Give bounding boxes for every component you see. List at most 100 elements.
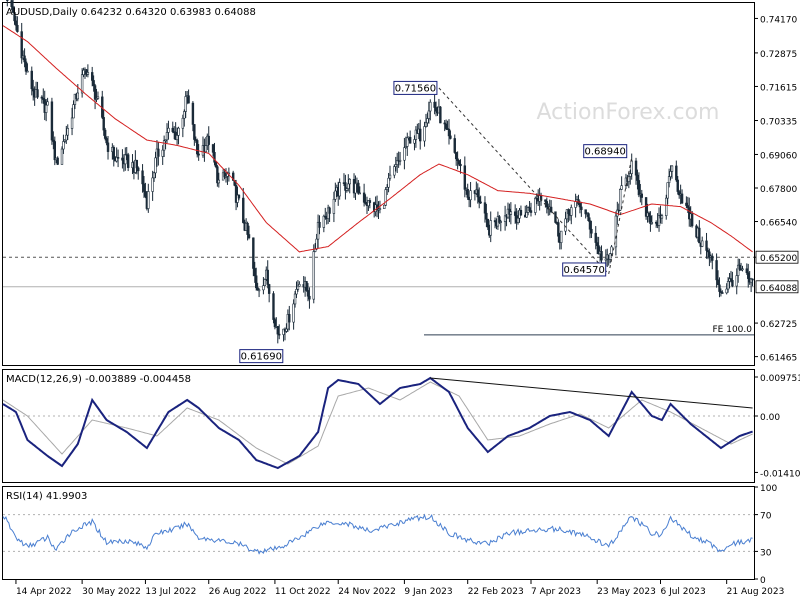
candle-body xyxy=(214,161,218,168)
y-tick-label: 100 xyxy=(760,484,777,494)
candle-body xyxy=(529,210,533,213)
candle xyxy=(719,288,723,297)
candle xyxy=(256,282,259,291)
candle xyxy=(688,197,691,227)
candle-body xyxy=(194,139,197,141)
candle xyxy=(498,215,501,225)
candle xyxy=(670,165,674,179)
y-tick-label: 0 xyxy=(760,576,766,586)
candle xyxy=(528,201,531,213)
candle-body xyxy=(368,200,372,203)
rsi-line xyxy=(2,513,753,555)
candle xyxy=(657,207,661,232)
candle xyxy=(705,232,708,259)
candle xyxy=(237,194,241,201)
candle-body xyxy=(751,278,754,281)
candle xyxy=(610,245,613,257)
price-annotation: 0.68940 xyxy=(583,144,628,159)
candle xyxy=(433,94,436,115)
candle-body xyxy=(236,194,239,203)
candle-body xyxy=(306,290,310,297)
candle-body xyxy=(393,166,396,176)
candle xyxy=(273,317,277,330)
candle xyxy=(424,113,428,128)
candle xyxy=(729,270,733,283)
candle-body xyxy=(318,221,321,228)
candle xyxy=(544,199,547,208)
candle xyxy=(234,179,238,211)
candle-body xyxy=(354,183,357,194)
macd-panel xyxy=(2,369,755,483)
candle xyxy=(751,278,754,287)
candle xyxy=(207,126,210,153)
candle-body xyxy=(427,110,431,119)
candle-body xyxy=(469,190,472,201)
candle-body xyxy=(433,101,436,108)
candle-body xyxy=(347,183,350,189)
candle-body xyxy=(649,216,652,224)
candle xyxy=(316,214,320,249)
candle xyxy=(406,132,409,156)
annotation-box xyxy=(583,144,628,159)
candle-body xyxy=(116,157,120,159)
candle-body xyxy=(105,138,108,144)
candle-body xyxy=(62,141,65,150)
candle-body xyxy=(444,123,448,129)
candle-body xyxy=(677,191,681,196)
candle xyxy=(204,137,208,153)
candle-body xyxy=(273,319,277,328)
candle xyxy=(741,265,744,272)
candle xyxy=(459,159,462,174)
x-tick-label: 26 Aug 2022 xyxy=(209,587,267,597)
candle-body xyxy=(272,293,275,320)
candle xyxy=(408,130,412,144)
candle-body xyxy=(181,117,185,129)
candle xyxy=(449,130,452,140)
candle-body xyxy=(620,185,623,190)
candle-body xyxy=(255,275,258,289)
candle-body xyxy=(246,222,249,235)
candle-body xyxy=(424,122,428,127)
candle xyxy=(257,288,261,298)
candle xyxy=(736,258,740,283)
candle xyxy=(20,22,23,64)
candle xyxy=(731,271,734,288)
candle xyxy=(443,120,446,132)
candle xyxy=(278,324,281,340)
candle xyxy=(30,66,33,96)
candle xyxy=(52,131,55,150)
candle-body xyxy=(252,237,255,269)
candle-body xyxy=(640,193,643,198)
y-tick-label: 0.61465 xyxy=(760,354,797,364)
candle xyxy=(50,97,54,145)
candle-body xyxy=(167,127,170,133)
candle xyxy=(426,112,429,127)
candle-body xyxy=(328,207,331,214)
candle xyxy=(144,182,147,199)
candle xyxy=(619,188,622,212)
candle xyxy=(649,211,652,232)
y-tick-label: 0.72875 xyxy=(760,50,797,60)
candle xyxy=(367,200,370,211)
candle xyxy=(685,196,688,209)
candle xyxy=(95,88,98,103)
candle-body xyxy=(597,245,600,255)
candle xyxy=(529,202,533,217)
candle xyxy=(296,279,300,292)
candle-body xyxy=(394,164,397,167)
candle xyxy=(634,157,638,185)
candle-body xyxy=(312,251,315,300)
candle xyxy=(181,114,185,138)
candle xyxy=(690,210,694,228)
candle xyxy=(242,187,245,224)
candle xyxy=(735,268,738,295)
candle xyxy=(429,99,432,121)
x-tick-label: 11 Oct 2022 xyxy=(275,587,331,597)
annotation-label: 0.71560 xyxy=(395,83,436,94)
candle-body xyxy=(231,172,235,181)
x-tick-label: 6 Jul 2023 xyxy=(660,587,705,597)
candle xyxy=(725,283,728,295)
candle-body xyxy=(267,284,271,294)
candle-body xyxy=(701,240,704,247)
candle xyxy=(263,278,267,286)
